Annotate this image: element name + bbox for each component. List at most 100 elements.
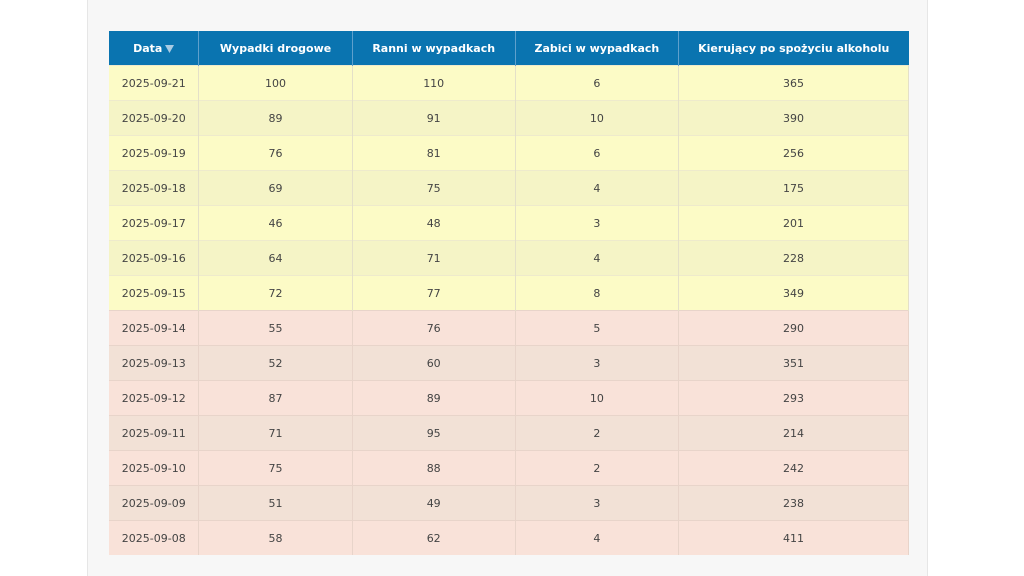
panel: Data Wypadki drogowe Ranni w wypadkach Zabi… <box>87 0 928 576</box>
table-row: 2025-09-09 51 49 3 238 <box>109 485 910 521</box>
value-cell: 242 <box>678 450 910 486</box>
value-cell: 72 <box>198 275 353 311</box>
column-header[interactable]: Data <box>109 31 200 66</box>
column-header[interactable]: Ranni w wypadkach <box>352 31 516 66</box>
header-text: Wypadki drogowe <box>219 41 332 55</box>
value-cell: 89 <box>198 100 353 136</box>
table-row: 2025-09-19 76 81 6 256 <box>109 135 910 171</box>
value-cell: 290 <box>678 310 910 346</box>
table-row: 2025-09-13 52 60 3 351 <box>109 345 910 381</box>
header-text: Ranni w wypadkach <box>372 41 496 55</box>
column-header[interactable]: Wypadki drogowe <box>198 31 353 66</box>
table-row: 2025-09-15 72 77 8 349 <box>109 275 910 311</box>
value-cell: 214 <box>678 415 910 451</box>
table-row: 2025-09-17 46 48 3 201 <box>109 205 910 241</box>
sort-arrow <box>165 44 175 53</box>
value-cell: 81 <box>352 135 516 171</box>
date-cell: 2025-09-11 <box>109 415 200 451</box>
data-table: Data Wypadki drogowe Ranni w wypadkach Zabi… <box>109 31 910 555</box>
date-cell: 2025-09-19 <box>109 135 200 171</box>
value-cell: 46 <box>198 205 353 241</box>
value-cell: 89 <box>352 380 516 416</box>
value-cell: 95 <box>352 415 516 451</box>
value-cell: 71 <box>198 415 353 451</box>
value-cell: 52 <box>198 345 353 381</box>
value-cell: 6 <box>515 135 679 171</box>
sort-arrow-shape <box>165 44 175 53</box>
value-cell: 58 <box>198 520 353 555</box>
value-cell: 48 <box>352 205 516 241</box>
value-cell: 76 <box>198 135 353 171</box>
value-cell: 293 <box>678 380 910 416</box>
value-cell: 3 <box>515 345 679 381</box>
value-cell: 4 <box>515 240 679 276</box>
value-cell: 238 <box>678 485 910 521</box>
date-cell: 2025-09-20 <box>109 100 200 136</box>
value-cell: 2 <box>515 415 679 451</box>
date-cell: 2025-09-08 <box>109 520 200 555</box>
table-row: 2025-09-21 100 110 6 365 <box>109 65 910 101</box>
value-cell: 228 <box>678 240 910 276</box>
table-row: 2025-09-12 87 89 10 293 <box>109 380 910 416</box>
header-text: Data <box>133 41 163 55</box>
value-cell: 77 <box>352 275 516 311</box>
value-cell: 110 <box>352 65 516 101</box>
table-body: 2025-09-21 100 110 6 365 2025-09-20 89 91 10 390 2… <box>109 65 910 555</box>
date-cell: 2025-09-12 <box>109 380 200 416</box>
value-cell: 3 <box>515 205 679 241</box>
value-cell: 75 <box>352 170 516 206</box>
value-cell: 411 <box>678 520 910 555</box>
value-cell: 349 <box>678 275 910 311</box>
value-cell: 62 <box>352 520 516 555</box>
value-cell: 4 <box>515 170 679 206</box>
value-cell: 4 <box>515 520 679 555</box>
date-cell: 2025-09-10 <box>109 450 200 486</box>
date-cell: 2025-09-16 <box>109 240 200 276</box>
value-cell: 6 <box>515 65 679 101</box>
value-cell: 390 <box>678 100 910 136</box>
table-row: 2025-09-08 58 62 4 411 <box>109 520 910 555</box>
value-cell: 2 <box>515 450 679 486</box>
value-cell: 76 <box>352 310 516 346</box>
value-cell: 91 <box>352 100 516 136</box>
date-cell: 2025-09-13 <box>109 345 200 381</box>
header-text: Zabici w wypadkach <box>534 41 660 55</box>
value-cell: 51 <box>198 485 353 521</box>
date-cell: 2025-09-09 <box>109 485 200 521</box>
date-cell: 2025-09-15 <box>109 275 200 311</box>
value-cell: 88 <box>352 450 516 486</box>
value-cell: 10 <box>515 100 679 136</box>
table-row: 2025-09-10 75 88 2 242 <box>109 450 910 486</box>
value-cell: 8 <box>515 275 679 311</box>
column-header[interactable]: Zabici w wypadkach <box>515 31 679 66</box>
value-cell: 75 <box>198 450 353 486</box>
value-cell: 256 <box>678 135 910 171</box>
value-cell: 5 <box>515 310 679 346</box>
header-text: Kierujący po spożyciu alkoholu <box>698 41 890 55</box>
value-cell: 10 <box>515 380 679 416</box>
value-cell: 60 <box>352 345 516 381</box>
value-cell: 365 <box>678 65 910 101</box>
value-cell: 69 <box>198 170 353 206</box>
value-cell: 55 <box>198 310 353 346</box>
value-cell: 201 <box>678 205 910 241</box>
column-header[interactable]: Kierujący po spożyciu alkoholu <box>678 31 909 66</box>
value-cell: 100 <box>198 65 353 101</box>
table-row: 2025-09-20 89 91 10 390 <box>109 100 910 136</box>
value-cell: 351 <box>678 345 910 381</box>
date-cell: 2025-09-18 <box>109 170 200 206</box>
date-cell: 2025-09-21 <box>109 65 200 101</box>
value-cell: 64 <box>198 240 353 276</box>
value-cell: 71 <box>352 240 516 276</box>
value-cell: 49 <box>352 485 516 521</box>
date-cell: 2025-09-14 <box>109 310 200 346</box>
table-row: 2025-09-18 69 75 4 175 <box>109 170 910 206</box>
value-cell: 175 <box>678 170 910 206</box>
date-cell: 2025-09-17 <box>109 205 200 241</box>
header-row: Data Wypadki drogowe Ranni w wypadkach Zabi… <box>109 31 909 66</box>
value-cell: 3 <box>515 485 679 521</box>
table-row: 2025-09-14 55 76 5 290 <box>109 310 910 346</box>
table-row: 2025-09-16 64 71 4 228 <box>109 240 910 276</box>
value-cell: 87 <box>198 380 353 416</box>
